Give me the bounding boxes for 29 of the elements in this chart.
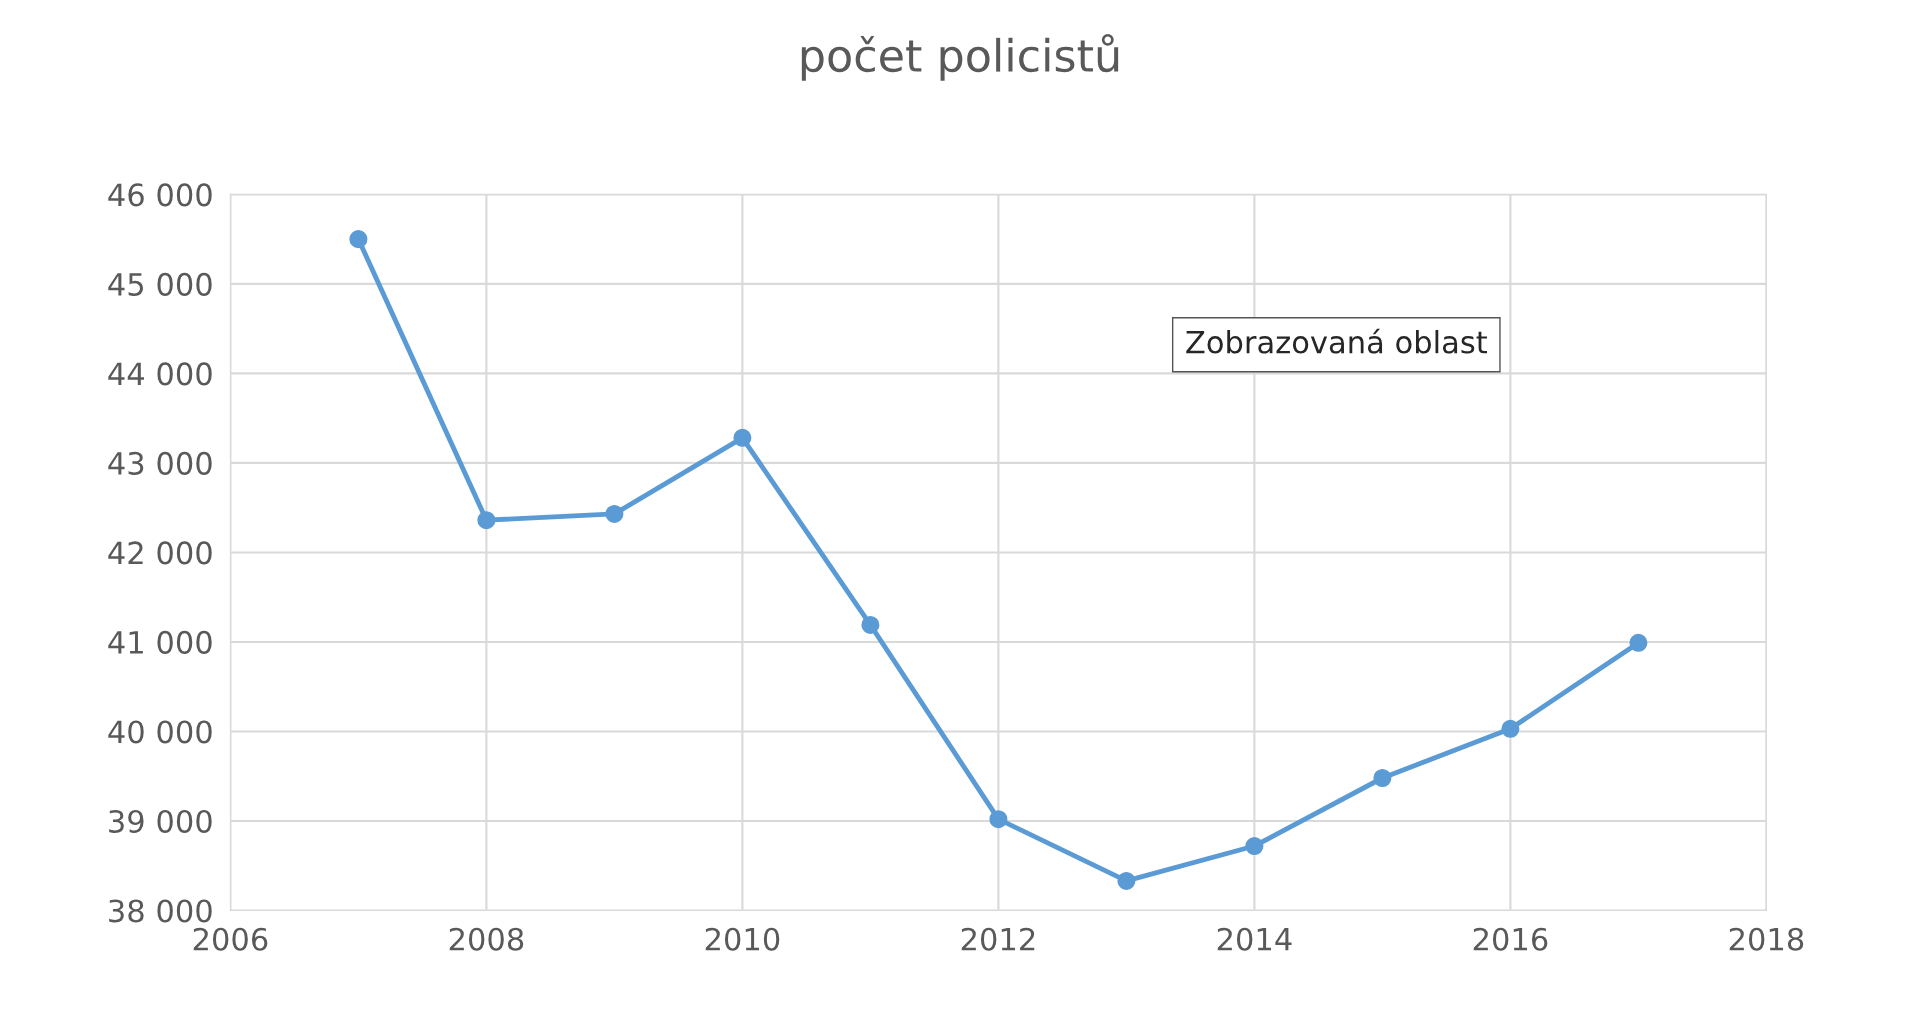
y-tick-label: 38 000 [109,899,212,923]
y-tick-label: 40 000 [108,720,212,744]
point [349,230,368,249]
point [605,504,624,523]
point [477,511,496,530]
y-tick-label: 45 000 [108,272,212,296]
annotation: Zobrazovaná oblast [1186,328,1488,354]
point [733,428,752,447]
x-tick-label: 2018 [1729,927,1804,951]
x-tick-label: 2016 [1473,927,1548,951]
y-tick-label: 42 000 [108,541,212,565]
x-tick-label: 2006 [193,927,268,951]
y-tick-label: 39 000 [109,809,212,833]
point [1245,836,1264,856]
y-tick-label: 44 000 [108,362,212,386]
point [989,810,1008,829]
point [1117,871,1136,890]
point [1501,719,1520,738]
point [1373,768,1392,788]
chart-title: počet policistů [801,33,1119,81]
point [1629,633,1648,652]
x-tick-label: 2014 [1217,927,1292,951]
x-tick-label: 2008 [449,927,524,951]
point [861,615,880,634]
y-tick-label: 41 000 [108,630,212,654]
x-tick-label: 2010 [705,927,780,951]
y-tick-label: 43 000 [108,451,212,475]
y-tick-label: 46 000 [108,183,212,207]
x-tick-label: 2012 [961,927,1035,951]
